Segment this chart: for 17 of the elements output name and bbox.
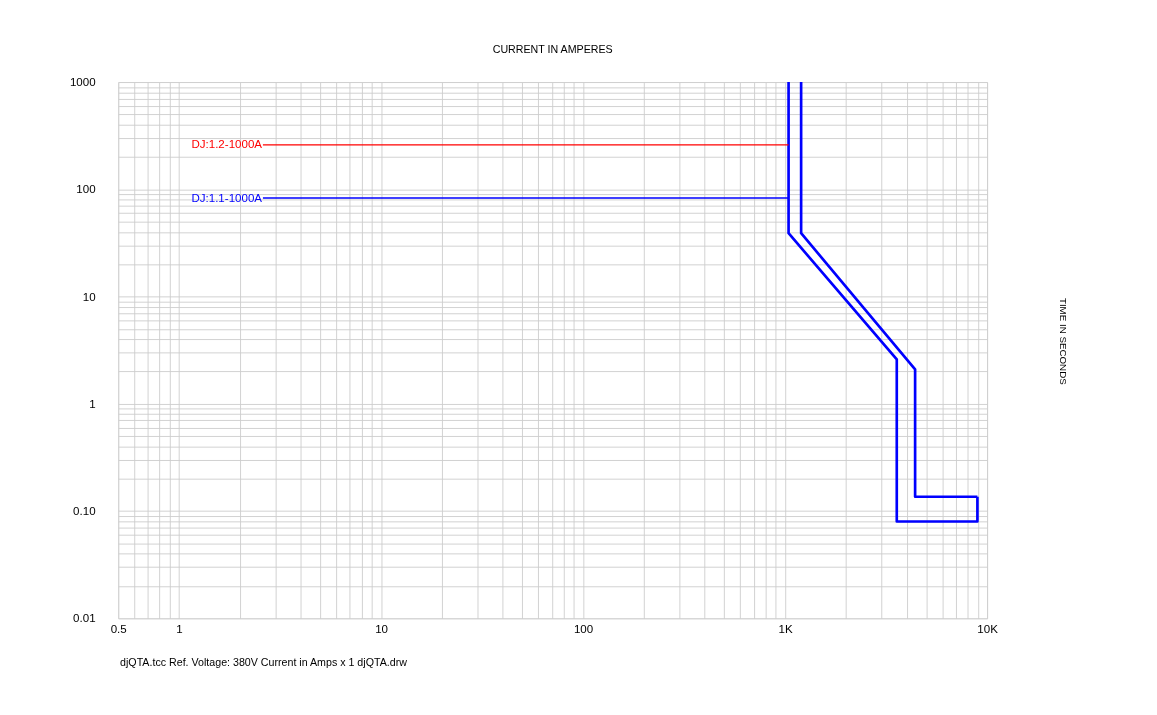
x-tick-label: 10K	[977, 623, 999, 636]
chart-title: CURRENT IN AMPERES	[492, 42, 613, 55]
y-tick-label: 10	[82, 290, 96, 303]
x-tick-label: 1	[176, 623, 183, 636]
text: djQTA.tcc Ref. Voltage: 380V Current in Amps x 1 djQTA.drw	[120, 656, 408, 669]
x-tick-label: 1K	[778, 623, 793, 636]
y-tick-label: 1000	[69, 76, 96, 89]
y-tick-label: 100	[76, 183, 96, 196]
x-tick-label: 100	[573, 623, 594, 636]
series-label: DJ:1.1-1000A	[191, 191, 263, 204]
x-tick-label: 10	[375, 623, 388, 636]
text: TIME IN SECONDS	[1058, 297, 1070, 386]
y-tick-label: 0.01	[73, 612, 96, 625]
series-label: DJ:1.2-1000A	[191, 138, 263, 151]
y-tick-label: 1	[89, 397, 96, 410]
x-tick-label: 0.5	[110, 623, 127, 636]
y-tick-label: 0.10	[73, 505, 96, 518]
